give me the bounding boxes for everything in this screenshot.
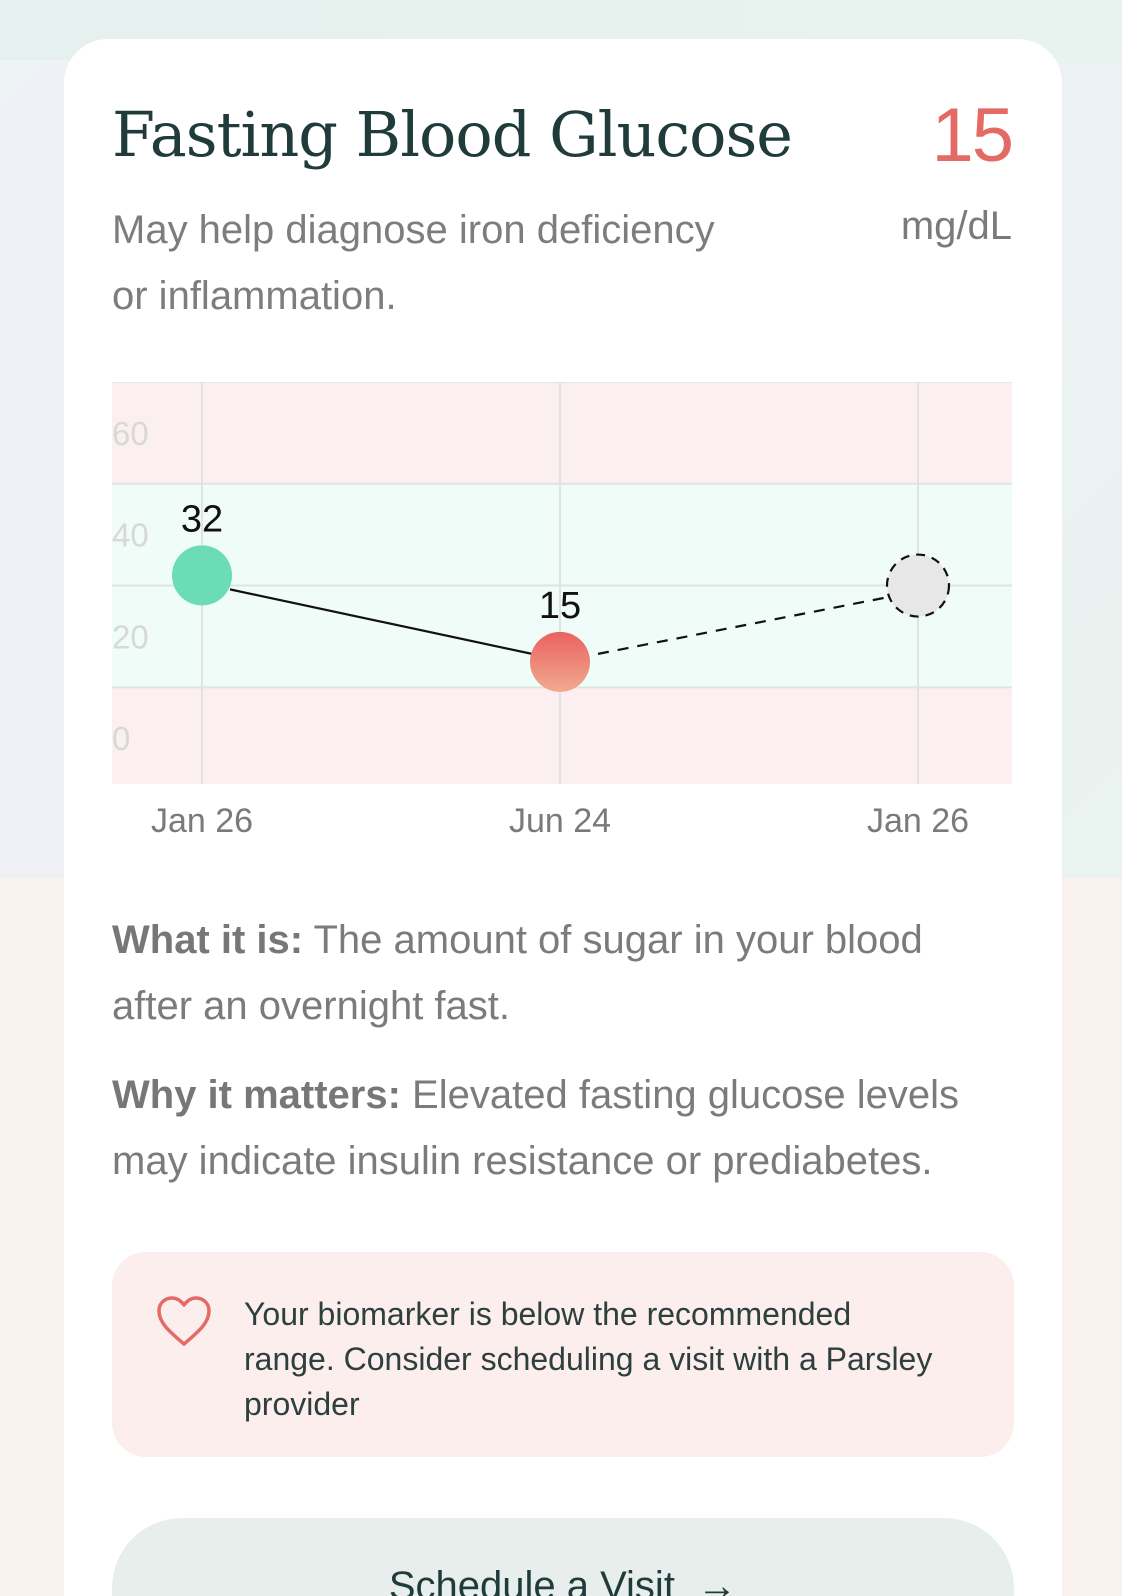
range-alert: Your biomarker is below the recommended … bbox=[112, 1252, 1014, 1457]
chart-series-line bbox=[229, 588, 533, 655]
chart-x-tick-label: Jan 26 bbox=[150, 802, 254, 840]
chart-x-tick-label: Jan 26 bbox=[866, 802, 970, 840]
what-it-is-label: What it is: bbox=[112, 918, 304, 962]
chart-point-label: 15 bbox=[539, 585, 581, 627]
chart-point-projected bbox=[885, 553, 951, 618]
alert-message: Your biomarker is below the recommended … bbox=[244, 1296, 933, 1422]
chart-point-low bbox=[530, 631, 590, 692]
why-it-matters-paragraph: Why it matters: Elevated fasting glucose… bbox=[112, 1062, 1012, 1194]
why-it-matters-label: Why it matters: bbox=[112, 1073, 401, 1117]
chart-x-tick-label: Jun 24 bbox=[508, 802, 612, 840]
why-it-matters-text: Elevated fasting glucose levels may indi… bbox=[112, 1073, 960, 1183]
chart-y-tick-label: 0 bbox=[112, 720, 130, 757]
chart-projection-line bbox=[597, 596, 887, 655]
what-it-is-paragraph: What it is: The amount of sugar in your … bbox=[112, 907, 1012, 1039]
biomarker-subtitle: May help diagnose iron deficiency or inf… bbox=[112, 208, 715, 318]
chart-point-label: 32 bbox=[181, 498, 223, 540]
chart-y-tick-label: 20 bbox=[112, 618, 149, 655]
arrow-right-icon: → bbox=[697, 1564, 738, 1596]
biomarker-value: 15 bbox=[931, 93, 1014, 178]
chart-y-tick-label: 40 bbox=[112, 517, 149, 554]
biomarker-title: Fasting Blood Glucose bbox=[112, 98, 793, 171]
biomarker-trend-chart: 60 40 20 0 32 15 bbox=[112, 382, 1012, 784]
chart-band-out-of-range-0 bbox=[112, 382, 1012, 484]
chart-point-normal bbox=[172, 545, 232, 606]
schedule-visit-button[interactable]: Schedule a Visit → bbox=[112, 1518, 1014, 1596]
schedule-visit-text: Schedule a Visit bbox=[388, 1564, 675, 1596]
what-it-is-text: The amount of sugar in your blood after … bbox=[112, 918, 923, 1028]
chart-band-out-of-range-2 bbox=[112, 687, 1012, 784]
heart-icon bbox=[156, 1296, 212, 1353]
chart-y-tick-label: 60 bbox=[112, 415, 149, 452]
schedule-visit-label: Schedule a Visit → bbox=[112, 1564, 1014, 1596]
biomarker-unit: mg/dL bbox=[900, 204, 1012, 248]
